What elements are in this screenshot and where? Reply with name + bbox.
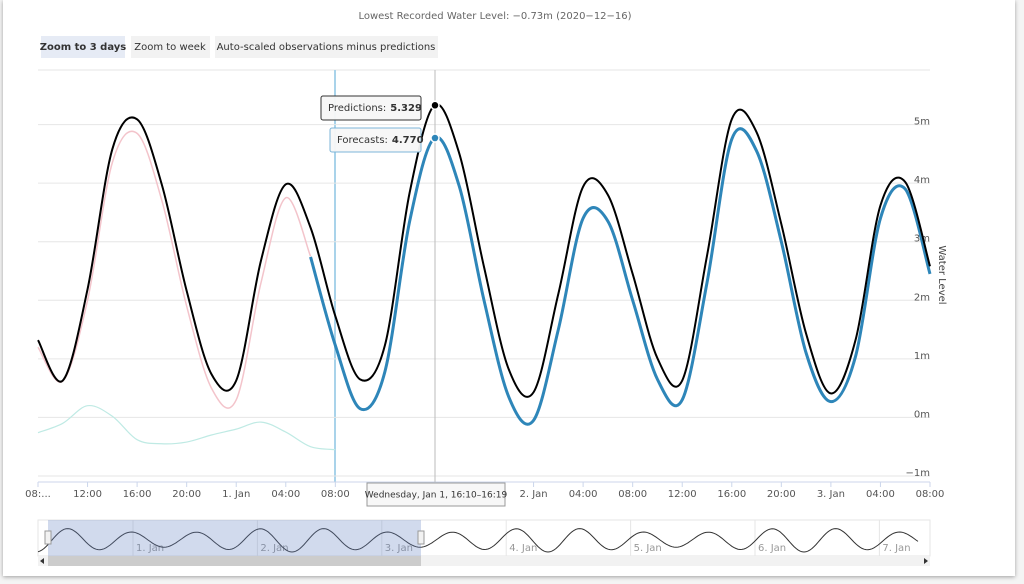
button[interactable]: Zoom to 3 days	[40, 42, 127, 53]
y-tick-label: 1m	[914, 351, 930, 362]
tooltip-box	[329, 127, 422, 153]
series-line	[37, 404, 336, 451]
x-tick-label: 1. Jan	[222, 489, 250, 500]
series-line	[37, 130, 312, 409]
y-tick-label: 0m	[914, 409, 930, 420]
navigator-handle[interactable]	[417, 530, 425, 545]
navigator-label: 2. Jan	[260, 543, 288, 554]
button-bg[interactable]	[131, 36, 210, 58]
navigator-label: 5. Jan	[634, 543, 662, 554]
navigator-label: 7. Jan	[882, 543, 910, 554]
x-tick-label: 3. Jan	[817, 489, 845, 500]
y-tick-label: −1m	[906, 468, 930, 479]
x-tick-label: 08:00	[916, 489, 945, 500]
x-tick-label: 08:...	[25, 489, 51, 500]
navigator-label: 3. Jan	[385, 543, 413, 554]
navigator-handle[interactable]	[44, 530, 52, 545]
y-tick-label: 4m	[914, 175, 930, 186]
hover-marker	[430, 100, 440, 111]
tooltip-box	[320, 95, 422, 121]
navigator-label: 1. Jan	[136, 543, 164, 554]
tooltip-value: 4.770	[392, 135, 424, 146]
y-tick-label: 5m	[914, 117, 930, 128]
scrollbar-thumb[interactable]	[48, 556, 421, 566]
frame	[3, 0, 1015, 576]
button[interactable]: Zoom to week	[134, 42, 206, 53]
navigator-series	[37, 528, 919, 553]
x-tick-label: 12:00	[73, 489, 102, 500]
tooltip-label: Predictions:	[328, 103, 386, 114]
y-tick-label: 2m	[914, 292, 930, 303]
hover-marker	[430, 133, 440, 143]
x-tick-label: 20:00	[767, 489, 796, 500]
navigator-mask[interactable]	[48, 520, 421, 556]
y-axis-title: Water Level	[936, 245, 947, 304]
x-tick-label: 2. Jan	[519, 489, 547, 500]
button-bg[interactable]	[41, 36, 125, 58]
button[interactable]: Auto-scaled observations minus predictio…	[217, 42, 436, 53]
x-tooltip-box	[366, 482, 506, 507]
x-tick-label: 16:00	[717, 489, 746, 500]
x-tick-label: 04:00	[271, 489, 300, 500]
x-tooltip: Wednesday, Jan 1, 16:10–16:19	[365, 491, 508, 501]
x-tick-label: 04:00	[569, 489, 598, 500]
subtitle: Lowest Recorded Water Level: −0.73m (202…	[358, 11, 631, 22]
navigator-label: 4. Jan	[509, 543, 537, 554]
series-line	[37, 103, 931, 398]
x-tick-label: 04:00	[866, 489, 895, 500]
x-tick-label: 12:00	[668, 489, 697, 500]
button-bg[interactable]	[215, 36, 438, 58]
x-tick-label: 08:00	[618, 489, 647, 500]
tooltip-text: Predictions: 5.329	[328, 103, 422, 114]
tooltip-text: Forecasts: 4.770	[337, 135, 424, 146]
x-tick-label: 08:00	[321, 489, 350, 500]
tooltip-label: Forecasts:	[337, 135, 388, 146]
scrollbar[interactable]	[38, 556, 930, 566]
series-line	[309, 127, 932, 426]
x-tick-label: 20:00	[172, 489, 201, 500]
tooltip-value: 5.329	[390, 103, 422, 114]
navigator-label: 6. Jan	[758, 543, 786, 554]
x-tick-label: 16:00	[123, 489, 152, 500]
